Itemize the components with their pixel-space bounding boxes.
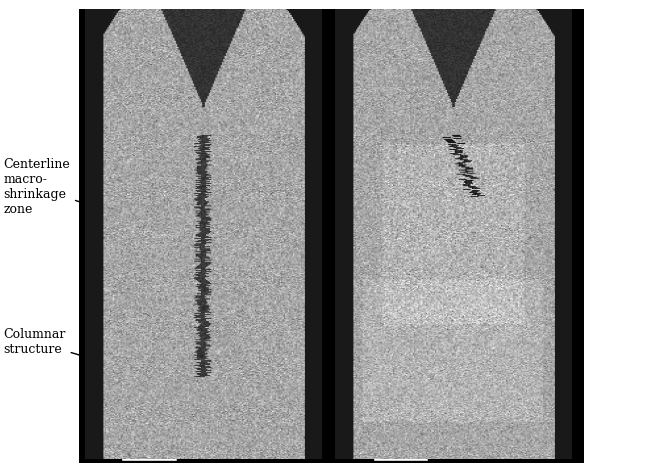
Text: Coarse
equiaxed
structure: Coarse equiaxed structure	[472, 212, 554, 269]
Text: Columnar
structure: Columnar structure	[3, 328, 140, 374]
FancyBboxPatch shape	[373, 421, 428, 461]
Text: Centerline
macro-
shrinkage
zone: Centerline macro- shrinkage zone	[3, 158, 170, 234]
FancyBboxPatch shape	[79, 9, 584, 463]
FancyBboxPatch shape	[121, 421, 177, 461]
Text: Hot
tearing: Hot tearing	[450, 117, 541, 171]
Text: b: b	[394, 432, 407, 450]
Text: a: a	[144, 432, 155, 450]
Text: Shrinkage pipe: Shrinkage pipe	[279, 19, 377, 32]
Text: Fine
equiaxed
structure: Fine equiaxed structure	[472, 306, 554, 363]
